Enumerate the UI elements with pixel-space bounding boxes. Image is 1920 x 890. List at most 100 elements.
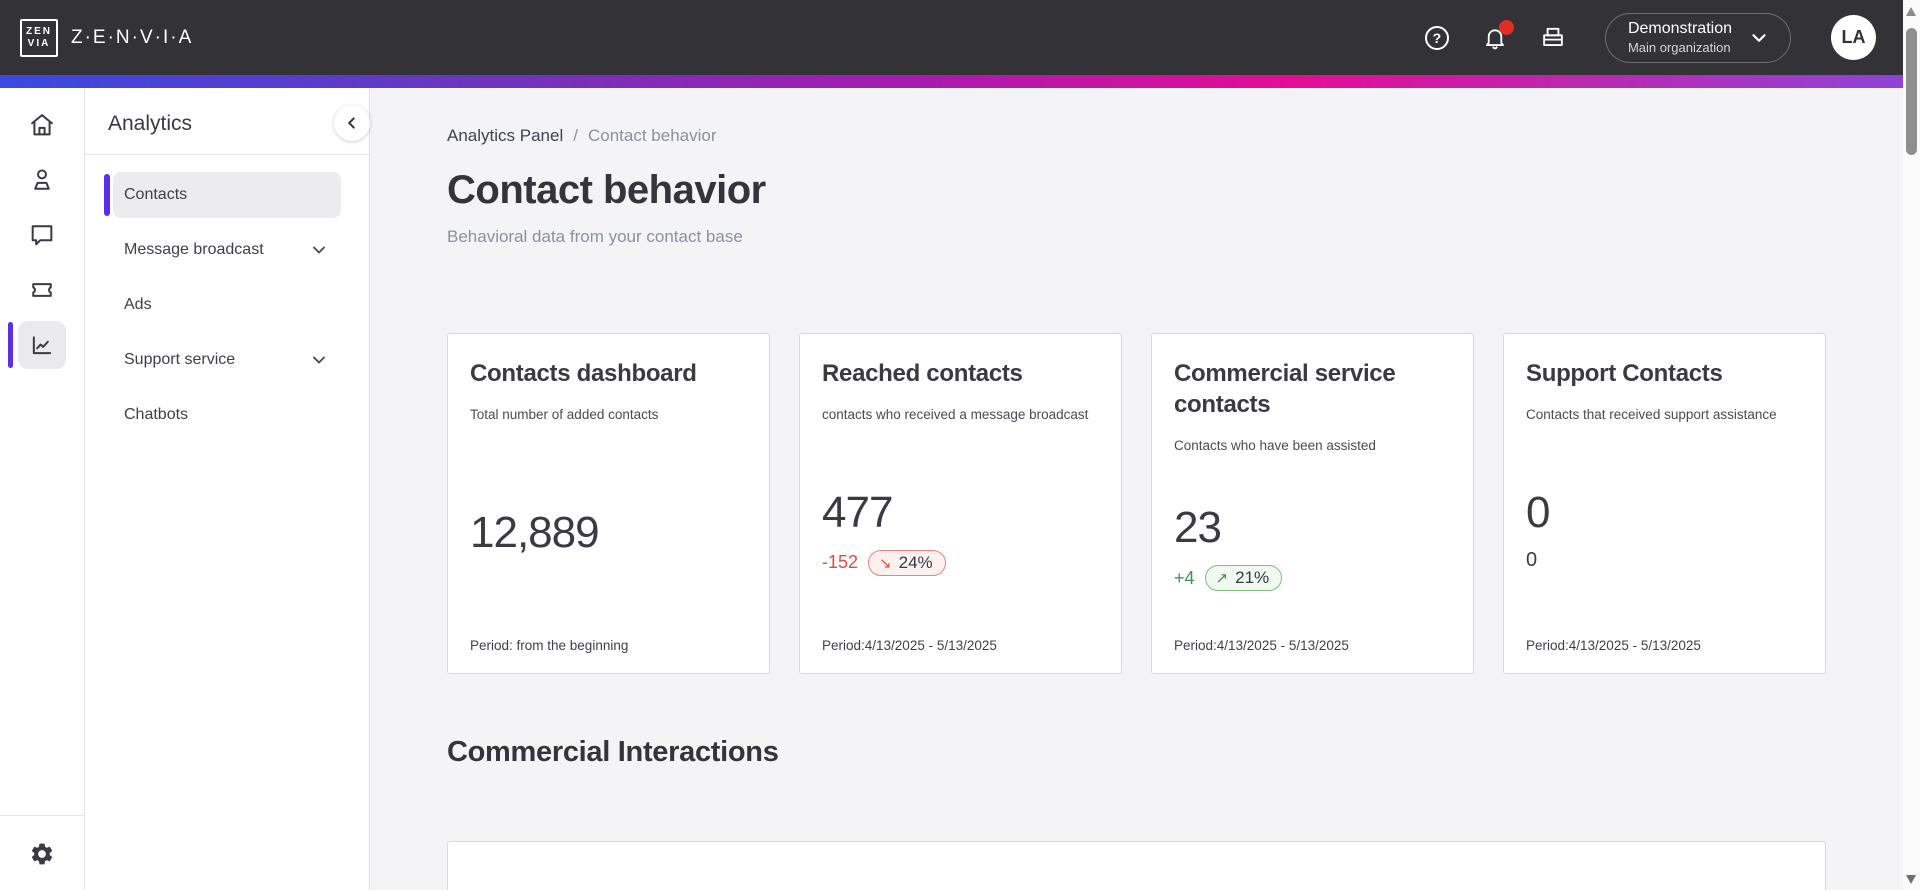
accent-gradient-bar	[0, 75, 1903, 88]
rail-item-home[interactable]	[18, 101, 66, 149]
breadcrumb: Analytics Panel / Contact behavior	[447, 126, 1826, 146]
card-subtitle: Contacts that received support assistanc…	[1526, 407, 1777, 422]
brand-name: Z·E·N·V·I·A	[71, 26, 194, 48]
logo-row-2: VIA	[27, 38, 51, 49]
card-contacts-dashboard: Contacts dashboard Total number of added…	[447, 333, 770, 674]
rail-item-analytics[interactable]	[8, 321, 66, 369]
organization-switcher[interactable]: Demonstration Main organization	[1604, 12, 1791, 63]
main-content: Analytics Panel / Contact behavior Conta…	[370, 88, 1905, 890]
delta-value: -152	[822, 552, 859, 572]
trend-badge: ↗ 21%	[1204, 565, 1283, 591]
breadcrumb-current: Contact behavior	[587, 126, 717, 145]
trend-down-icon: ↘	[879, 554, 892, 572]
logo-row-1: ZEN	[26, 26, 52, 37]
chevron-left-icon	[348, 117, 355, 129]
card-value: 0	[1526, 487, 1550, 537]
card-value: 12,889	[470, 507, 600, 557]
card-title: Reached contacts	[822, 360, 1023, 387]
menu-item-label: Support service	[124, 351, 236, 368]
chevron-down-icon	[309, 240, 329, 260]
bell-icon	[1486, 28, 1504, 49]
print-button[interactable]	[1533, 18, 1573, 58]
trend-badge: ↘ 24%	[868, 549, 946, 576]
ticket-icon	[32, 283, 52, 297]
panel-divider	[85, 154, 369, 155]
trend-up-icon: ↗	[1215, 570, 1229, 587]
card-reached-contacts: Reached contacts contacts who received a…	[799, 333, 1122, 674]
menu-item-contacts[interactable]: Contacts	[104, 172, 341, 218]
card-period: Period:4/13/2025 - 5/13/2025	[1526, 638, 1701, 653]
trend-percent: 21%	[1235, 568, 1270, 587]
stat-cards-row: Contacts dashboard Total number of added…	[447, 333, 1826, 674]
card-subtitle: Contacts who have been assisted	[1174, 438, 1376, 453]
card-commercial-service-contacts: Commercial service contacts Contacts who…	[1151, 333, 1474, 674]
notification-badge	[1498, 19, 1514, 35]
card-period: Period: from the beginning	[470, 638, 629, 653]
delta-value: +4	[1174, 567, 1195, 588]
card-value: 477	[822, 487, 893, 537]
printer-icon	[1543, 27, 1563, 46]
scrollbar-thumb[interactable]	[1906, 28, 1917, 155]
card-support-contacts: Support Contacts Contacts that received …	[1503, 333, 1826, 674]
collapse-panel-button[interactable]	[334, 105, 370, 141]
content-shell: Analytics Contacts Message broadcast Ads…	[0, 88, 1903, 890]
chevron-down-icon	[309, 350, 329, 370]
card-metric: 12,889	[470, 507, 747, 557]
trend-row: -152 ↘ 24%	[822, 549, 1099, 577]
section-title-commercial-interactions: Commercial Interactions	[447, 736, 779, 768]
rail-item-conversations[interactable]	[18, 211, 66, 259]
card-secondary-value: 0	[1526, 548, 1538, 571]
rail-item-tickets[interactable]	[18, 266, 66, 314]
gear-icon	[31, 843, 53, 865]
card-title: Contacts dashboard	[470, 360, 697, 387]
page-title: Contact behavior	[447, 168, 766, 212]
card-metric: 477 -152 ↘ 24%	[822, 487, 1099, 577]
chat-bubble-icon	[31, 225, 53, 246]
vertical-scrollbar	[1903, 0, 1920, 890]
help-icon: ?	[1424, 25, 1449, 50]
card-period: Period:4/13/2025 - 5/13/2025	[822, 638, 997, 653]
analytics-panel: Analytics Contacts Message broadcast Ads…	[85, 88, 370, 890]
rail-item-contacts[interactable]	[18, 156, 66, 204]
rail-bottom	[0, 815, 84, 890]
breadcrumb-separator: /	[573, 126, 578, 145]
user-avatar[interactable]: LA	[1831, 15, 1876, 60]
top-bar: ZEN VIA Z·E·N·V·I·A ?	[0, 0, 1903, 75]
card-period: Period:4/13/2025 - 5/13/2025	[1174, 638, 1349, 653]
panel-menu: Contacts Message broadcast Ads Support s…	[85, 172, 369, 438]
scrollbar-up-arrow[interactable]	[1906, 7, 1916, 16]
menu-item-label: Ads	[124, 296, 152, 313]
menu-item-label: Message broadcast	[124, 241, 264, 258]
scrollbar-down-arrow[interactable]	[1906, 875, 1916, 884]
menu-item-label: Chatbots	[124, 406, 189, 423]
menu-item-support-service[interactable]: Support service	[113, 337, 341, 383]
breadcrumb-analytics-panel[interactable]: Analytics Panel	[447, 126, 564, 145]
card-value: 23	[1174, 503, 1222, 552]
card-title: Commercial service contacts	[1174, 360, 1396, 418]
organization-name: Demonstration	[1627, 20, 1732, 37]
card-title: Support Contacts	[1526, 360, 1723, 387]
trend-row: +4 ↗ 21%	[1174, 564, 1451, 592]
page-subtitle: Behavioral data from your contact base	[447, 227, 743, 246]
menu-item-message-broadcast[interactable]: Message broadcast	[113, 227, 341, 273]
commercial-interactions-card	[447, 841, 1826, 890]
home-icon	[31, 114, 53, 136]
card-subtitle: contacts who received a message broadcas…	[822, 407, 1089, 422]
menu-item-ads[interactable]: Ads	[113, 282, 341, 328]
chevron-down-icon	[1752, 33, 1766, 42]
line-chart-icon	[32, 336, 52, 355]
organization-info: Demonstration Main organization	[1628, 19, 1732, 56]
help-button[interactable]: ?	[1417, 18, 1457, 58]
trend-percent: 24%	[898, 552, 933, 572]
card-subtitle: Total number of added contacts	[470, 407, 659, 422]
organization-subtitle: Main organization	[1627, 40, 1731, 55]
top-bar-actions: ? Demonstration Main organiz	[1399, 12, 1876, 63]
icon-rail	[0, 88, 85, 890]
rail-item-settings[interactable]	[18, 830, 66, 878]
panel-title: Analytics	[108, 112, 193, 135]
menu-item-chatbots[interactable]: Chatbots	[113, 392, 341, 438]
person-icon	[34, 169, 50, 190]
notifications-button[interactable]	[1475, 18, 1515, 58]
zenvia-logo-icon: ZEN VIA	[20, 18, 58, 57]
